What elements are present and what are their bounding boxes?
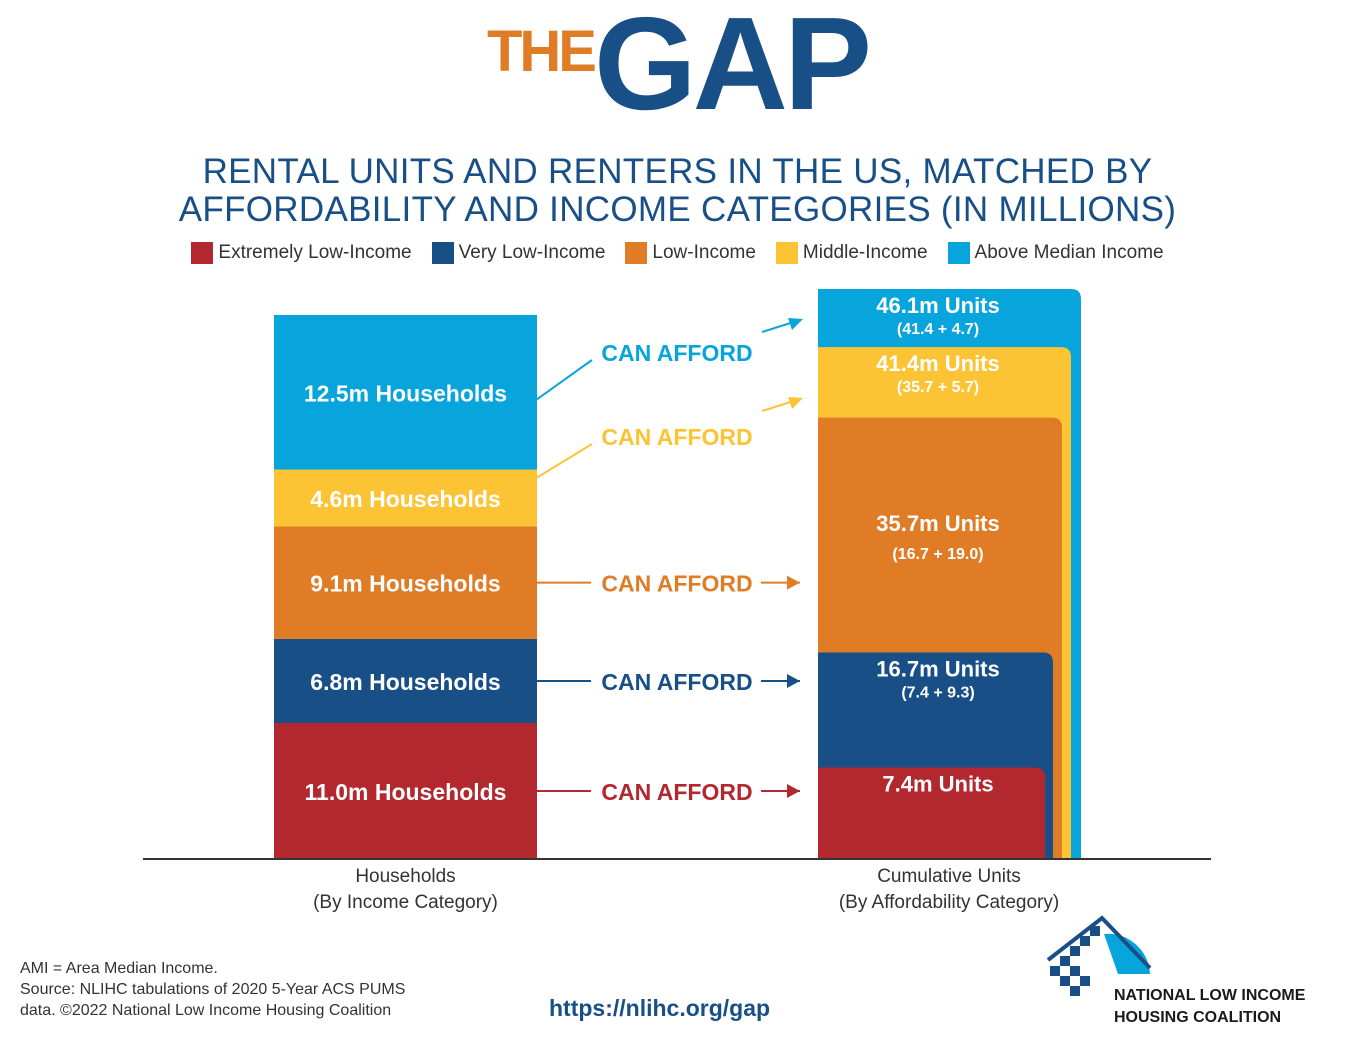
legend-label: Low-Income — [652, 242, 756, 263]
legend-label: Middle-Income — [802, 242, 928, 263]
units-sublabel-above-median-income: (41.4 + 4.7) — [897, 321, 979, 338]
legend-swatch — [191, 242, 214, 264]
units-label-extremely-low-income: 7.4m Units — [882, 772, 993, 797]
units-bar-extremely-low-income — [818, 767, 1045, 859]
footnote-line-3: data. ©2022 National Low Income Housing … — [20, 1002, 392, 1019]
can-afford-label-very-low-income: CAN AFFORD — [601, 669, 752, 695]
brand-gap: GAP — [593, 0, 872, 137]
org-name-line-1: NATIONAL LOW INCOME — [1114, 987, 1306, 1004]
org-name-line-2: HOUSING COALITION — [1114, 1009, 1282, 1026]
legend-item-very-low: Very Low-Income — [431, 240, 606, 266]
footnote-line-2: Source: NLIHC tabulations of 2020 5-Year… — [20, 981, 406, 998]
legend-item-middle: Middle-Income — [775, 240, 928, 266]
households-bar-extremely-low-income — [274, 723, 537, 859]
households-label-middle-income: 4.6m Households — [310, 486, 500, 512]
arrow-line-above-median-income — [536, 359, 593, 401]
households-label-low-income: 9.1m Households — [310, 571, 500, 597]
can-afford-label-middle-income: CAN AFFORD — [601, 424, 752, 450]
households-bar-low-income — [274, 526, 537, 639]
can-afford-label-low-income: CAN AFFORD — [601, 571, 752, 597]
units-label-very-low-income: 16.7m Units — [876, 657, 1000, 682]
can-afford-label-extremely-low-income: CAN AFFORD — [601, 779, 752, 805]
households-label-very-low-income: 6.8m Households — [310, 669, 500, 695]
legend-label: Extremely Low-Income — [218, 242, 412, 263]
legend-swatch — [625, 242, 648, 264]
arrowhead-extremely-low-income — [787, 784, 800, 798]
units-label-low-income: 35.7m Units — [876, 511, 1000, 536]
brand-the: THE — [486, 19, 597, 84]
arrowhead-above-median-income — [788, 318, 803, 330]
subtitle-line-2: AFFORDABILITY AND INCOME CATEGORIES (IN … — [178, 190, 1177, 229]
legend-swatch — [775, 242, 798, 264]
arrowhead-very-low-income — [787, 673, 800, 688]
units-label-above-median-income: 46.1m Units — [876, 293, 1000, 318]
chart-subtitle: RENTAL UNITS AND RENTERS IN THE US, MATC… — [0, 153, 1355, 229]
x-axis-label-2: Cumulative Units — [877, 866, 1021, 887]
households-bar-above-median-income — [274, 315, 537, 470]
legend: Extremely Low-Income Very Low-Income Low… — [0, 240, 1355, 266]
legend-swatch — [947, 242, 970, 264]
org-name: NATIONAL LOW INCOME HOUSING COALITION — [1114, 985, 1305, 1029]
units-sublabel-very-low-income: (7.4 + 9.3) — [901, 685, 974, 702]
legend-label: Above Median Income — [974, 242, 1164, 263]
brand-title: THEGAP — [0, 0, 1355, 137]
x-axis-sublabel-2: (By Affordability Category) — [839, 892, 1059, 913]
arrowhead-low-income — [787, 575, 800, 590]
can-afford-label-above-median-income: CAN AFFORD — [601, 340, 752, 366]
nlihc-logo — [1046, 915, 1152, 996]
legend-label: Very Low-Income — [458, 242, 606, 263]
households-label-above-median-income: 12.5m Households — [304, 380, 507, 406]
arrow-line-middle-income — [536, 443, 593, 479]
households-bar-very-low-income — [274, 638, 537, 723]
x-axis-label-1: Households — [355, 866, 455, 887]
units-label-middle-income: 41.4m Units — [876, 351, 1000, 376]
arrowhead-middle-income — [788, 397, 803, 409]
units-sublabel-middle-income: (35.7 + 5.7) — [897, 379, 979, 396]
x-axis-sublabel-1: (By Income Category) — [313, 892, 498, 913]
legend-item-extremely-low: Extremely Low-Income — [191, 240, 412, 266]
legend-item-low: Low-Income — [625, 240, 756, 266]
footnote-line-1: AMI = Area Median Income. — [20, 960, 218, 977]
subtitle-line-1: RENTAL UNITS AND RENTERS IN THE US, MATC… — [202, 152, 1153, 191]
source-link[interactable]: https://nlihc.org/gap — [549, 995, 771, 1021]
footnote: AMI = Area Median Income. Source: NLIHC … — [20, 958, 405, 1021]
legend-swatch — [431, 242, 454, 264]
households-label-extremely-low-income: 11.0m Households — [305, 779, 507, 805]
households-bar-middle-income — [274, 469, 537, 527]
units-sublabel-low-income: (16.7 + 19.0) — [892, 546, 983, 563]
legend-item-above-median: Above Median Income — [947, 240, 1164, 266]
